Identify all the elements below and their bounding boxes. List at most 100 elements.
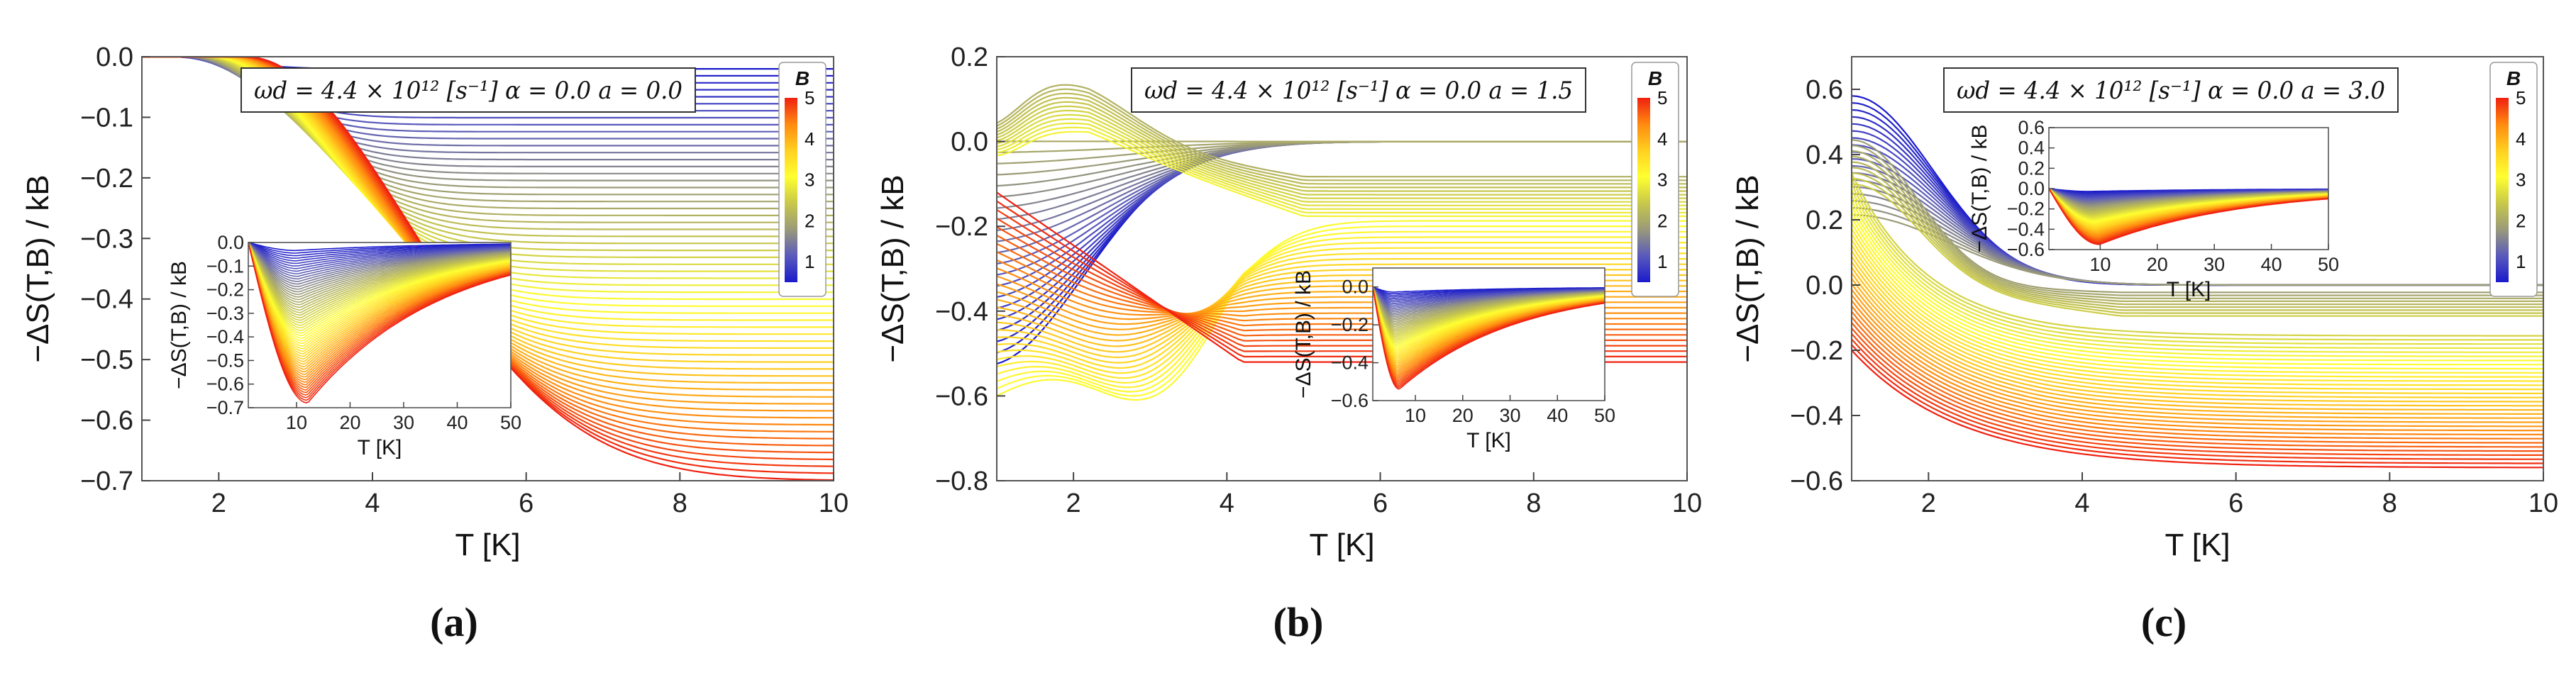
colorbar-gradient — [2496, 98, 2509, 282]
inset-series-line — [248, 242, 511, 350]
inset-chart: 10 20 30 40 50 0.0−0.1−0.2−0.3−0.4 −0.5 −0.6−0.… — [167, 232, 521, 459]
x-tick-label: 2 — [211, 489, 226, 518]
inset-series-line — [248, 242, 511, 316]
inset-x-tick-label: 40 — [2261, 254, 2282, 275]
series-line-B2.41 — [997, 101, 1687, 192]
x-tick-label: 4 — [1220, 489, 1234, 518]
inset-series-line — [248, 242, 511, 280]
colorbar-tick-label: 1 — [805, 251, 814, 272]
annotation-box — [1131, 67, 1586, 113]
series-line-B3.09 — [1852, 211, 2543, 366]
inset-series-line — [248, 242, 511, 396]
y-tick-label: 0.2 — [951, 43, 988, 72]
inset-x-tick-label: 30 — [1500, 405, 1521, 426]
inset-series-line — [248, 242, 511, 252]
inset-series-line — [248, 242, 511, 285]
inset-y-tick-label: −0.3 — [206, 303, 244, 324]
x-tick-label: 4 — [2074, 489, 2089, 518]
series-line-B4.16 — [1852, 289, 2543, 423]
series-line-B3.55 — [997, 258, 1687, 369]
inset-y-tick-label: −0.2 — [2007, 199, 2045, 220]
series-group — [1852, 95, 2543, 469]
inset-x-tick-label: 20 — [1452, 405, 1474, 426]
colorbar-title: B — [1648, 67, 1662, 89]
series-line-B3.25 — [1852, 223, 2543, 374]
inset-x-tick-label: 20 — [2147, 254, 2168, 275]
inset-series-line — [2049, 188, 2328, 245]
colorbar-title: B — [2506, 67, 2521, 89]
colorbar-title: B — [795, 67, 809, 89]
inset-series-line — [248, 242, 511, 308]
x-axis-label: T [K] — [1309, 528, 1374, 562]
y-axis-label: −ΔS(T,B) / kB — [1730, 174, 1765, 362]
inset-x-tick-label: 30 — [393, 412, 414, 433]
series-line-B3.02 — [1852, 206, 2543, 362]
x-axis-label: T [K] — [455, 528, 520, 562]
y-tick-label: −0.4 — [1790, 401, 1843, 431]
series-line-B2.25 — [1852, 167, 2543, 308]
y-tick-label: 0.2 — [1806, 206, 1843, 235]
inset-x-tick-label: 40 — [446, 412, 468, 433]
plot-frame — [141, 56, 834, 481]
colorbar-gradient — [785, 98, 797, 282]
series-line-B2.18 — [997, 88, 1687, 182]
series-line-B1.80 — [1852, 214, 2543, 286]
series-line-B2.56 — [997, 109, 1687, 199]
inset-y-tick-label: −0.2 — [206, 279, 244, 301]
inset-series-line — [248, 242, 511, 293]
series-line-B1.87 — [1852, 139, 2543, 294]
inset-chart: 10 20 30 40 50 0.60.40.20.0−0.2−0.4−0.6 T [K] −… — [1968, 117, 2339, 301]
y-tick-label: 0.0 — [1806, 271, 1843, 301]
inset-series-line — [248, 242, 511, 344]
inset-series-line — [248, 242, 511, 373]
inset-y-tick-label: 0.0 — [2018, 178, 2045, 199]
inset-series-line — [1373, 286, 1605, 390]
series-line-B2.03 — [1852, 150, 2543, 299]
x-tick-label: 6 — [2228, 489, 2243, 518]
inset-series-line — [248, 242, 511, 277]
inset-series-line — [248, 242, 511, 352]
x-tick-label: 10 — [2528, 489, 2558, 518]
colorbar-tick-label: 4 — [2516, 128, 2526, 150]
annotation-box — [1943, 67, 2399, 113]
x-tick-label: 10 — [1672, 489, 1702, 518]
inset-x-tick-label: 20 — [339, 412, 360, 433]
inset-series-line — [248, 242, 511, 337]
plot-frame — [1851, 56, 2544, 481]
inset-series-line — [248, 242, 511, 362]
series-line-B4.01 — [1852, 277, 2543, 415]
series-line-B5.00 — [1852, 350, 2543, 469]
colorbar-tick-label: 4 — [1657, 128, 1667, 150]
inset-y-tick-label: −0.4 — [1331, 352, 1369, 374]
inset-x-tick-label: 10 — [2089, 254, 2111, 275]
series-line-B3.02 — [997, 220, 1687, 401]
inset-y-tick-label: 0.4 — [2018, 138, 2045, 159]
colorbar-gradient — [1637, 98, 1650, 282]
panel-label: (c) — [2141, 599, 2187, 645]
series-line-B2.18 — [1852, 161, 2543, 306]
inset-chart: 10 20 30 40 50 0.0 −0.2 −0.4 −0.6 T [K] −ΔS(T,B) /… — [1292, 267, 1615, 452]
inset-series-line — [248, 242, 511, 403]
inset-y-tick-label: 0.6 — [2018, 117, 2045, 138]
inset-series-line — [248, 242, 511, 339]
series-line-B2.86 — [997, 126, 1687, 213]
inset-frame — [248, 242, 512, 408]
y-tick-label: −0.6 — [1790, 467, 1843, 496]
inset-series-line — [248, 242, 511, 391]
colorbar-tick-label: 3 — [1657, 169, 1667, 191]
inset-series-line — [248, 242, 511, 272]
series-line-B3.40 — [997, 247, 1687, 379]
series-line-B4.85 — [1852, 338, 2543, 460]
inset-y-tick-label: −0.7 — [206, 397, 244, 418]
annotation-box — [241, 67, 696, 113]
panel-a: 2 4 6 8 100.0−0.1−0.2−0.3−0.4−0.5−0.6−0.7T [… — [21, 43, 848, 645]
series-line-B4.47 — [1852, 311, 2543, 440]
y-axis-label: −ΔS(T,B) / kB — [875, 174, 910, 362]
colorbar-tick-label: 3 — [2516, 169, 2526, 191]
panel-b: 2 4 6 8 10 0.2 0.0 −0.2 −0.4 −0.6 −0.8 T [K] −ΔS(T,B… — [875, 43, 1702, 645]
series-line-B4.69 — [1852, 328, 2543, 452]
series-line-B3.40 — [1852, 233, 2543, 382]
inset-y-tick-label: −0.6 — [2007, 239, 2045, 260]
series-line-B4.24 — [1852, 294, 2543, 428]
